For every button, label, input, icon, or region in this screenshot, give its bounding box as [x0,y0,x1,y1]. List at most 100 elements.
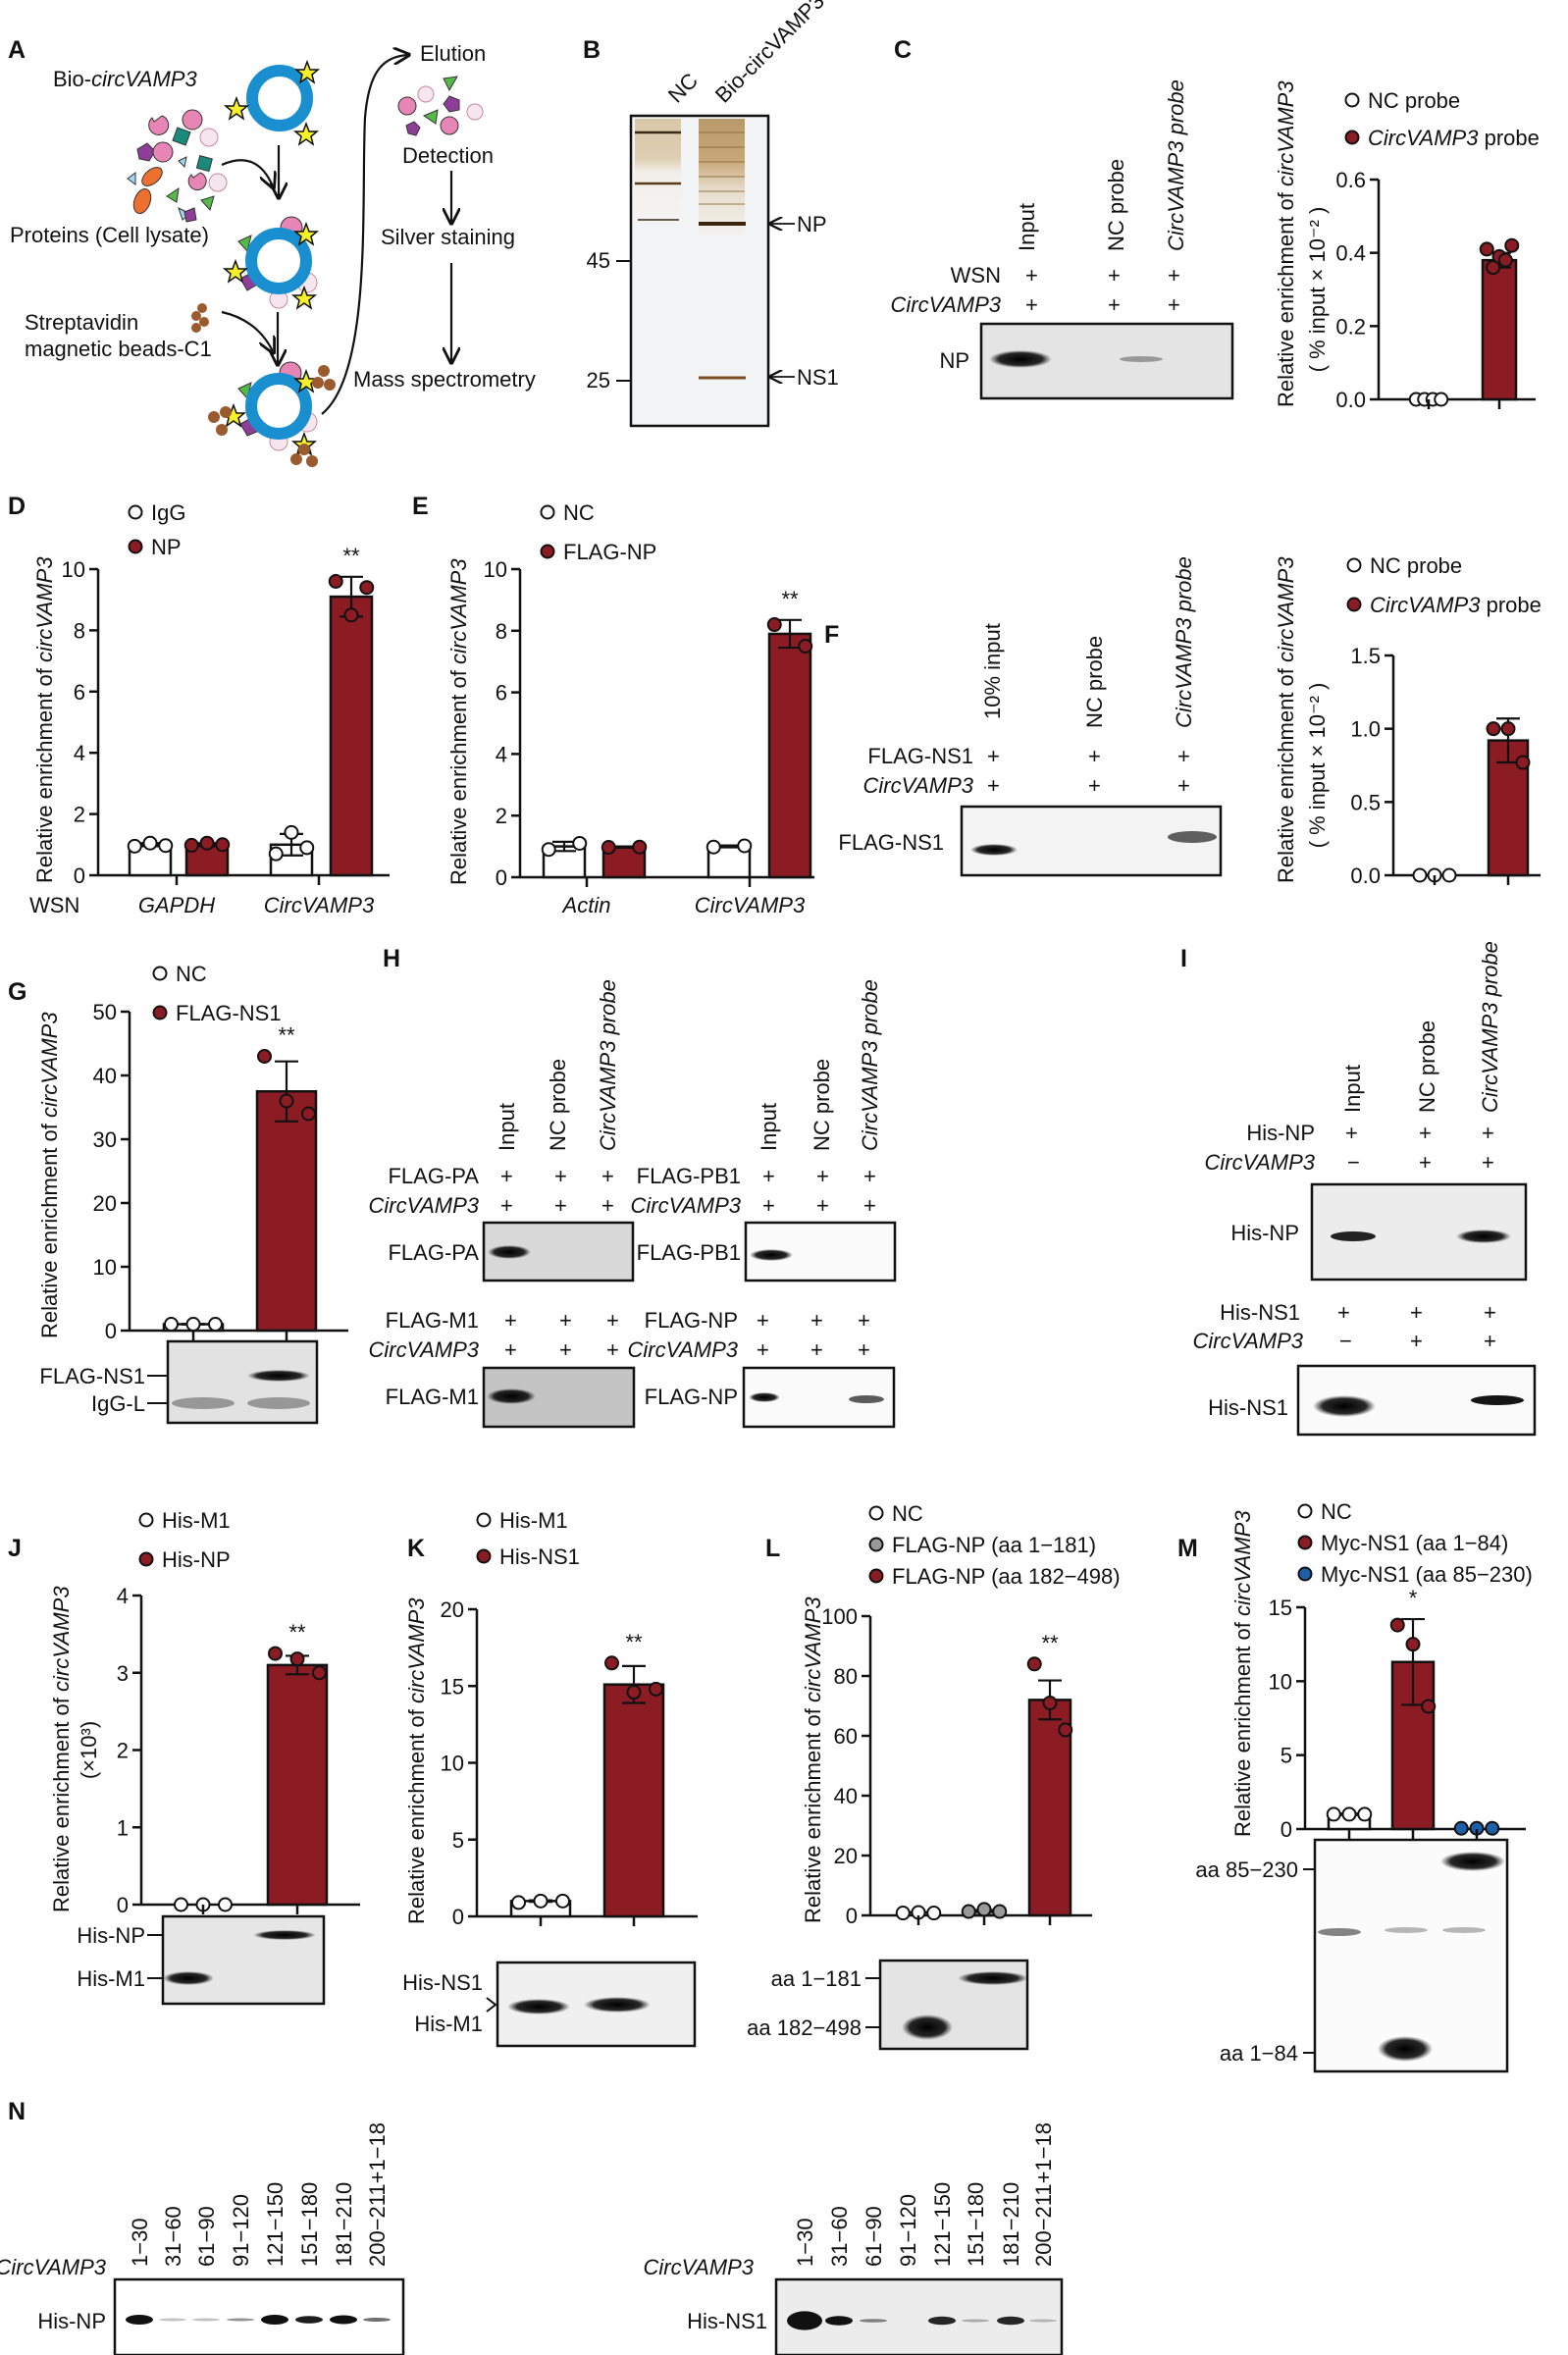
data-point [185,1317,201,1332]
sign: + [1168,263,1180,288]
lane-label: 91−120 [229,2194,253,2267]
legend-label: FLAG-NP (aa 182−498) [892,1564,1121,1589]
legend-label: CircVAMP3 probe [1368,126,1540,150]
blot-band [247,1397,310,1409]
data-point [257,1049,272,1064]
row-label: FLAG-NS1 [867,744,973,768]
y-tick-label: 0.0 [1335,388,1366,412]
lane-label: 10% input [980,623,1005,719]
panel-label-b: B [583,36,601,64]
circrna-ring-1 [223,59,321,146]
blot-label: FLAG-NS1 [838,830,944,855]
data-point [1326,1806,1341,1822]
gel-lane-nc [635,119,681,217]
sign: + [601,1193,614,1218]
y-axis-label-units: (×10³) [77,1721,101,1779]
panel-label-f: F [824,621,839,649]
sign: + [559,1308,572,1333]
data-point [766,617,782,633]
biotin-star-icon [223,95,250,121]
y-axis-label: Relative enrichment of circVAMP3 [1274,556,1298,883]
y-tick-label: 8 [496,619,507,644]
sign: + [1484,1300,1496,1325]
blot-band [253,1930,316,1940]
blot-band [1331,1231,1376,1241]
y-tick-label: 4 [496,742,507,766]
panel-k-blot: His-NS1 His-M1 [402,1961,697,2048]
row-label: FLAG-PA [388,1164,479,1188]
data-point [1389,1617,1405,1633]
step-mass-spectrometry: Mass spectrometry [353,367,536,392]
y-tick-label: 1.0 [1350,717,1381,742]
blot-flag-np: FLAG-NP CircVAMP3 + + + + + + FLAG-NP [628,1308,896,1429]
blot-band [261,2315,288,2325]
sign: + [606,1308,619,1333]
blot-band [970,844,1018,856]
blot-band [1378,2036,1433,2062]
data-point [328,573,343,589]
lane-label-nc: NC [663,68,703,107]
y-axis-label: Relative enrichment of circVAMP3 [32,556,57,883]
sign: + [1168,292,1180,317]
legend-marker [476,1512,492,1528]
row-label: CircVAMP3 [369,1337,480,1362]
panel-c-blot: C Input NC probe CircVAMP3 probe WSN Cir… [891,36,1234,400]
sign: + [1088,773,1101,798]
sign: + [863,1193,876,1218]
bar [602,1683,665,1918]
blot-label: FLAG-M1 [386,1385,479,1409]
legend-marker [128,539,143,554]
blot-his-ns1: His-NS1 CircVAMP3 + + + − + + His-NS1 [1193,1300,1537,1437]
significance-annotation: ** [781,587,799,611]
sign: − [1347,1150,1360,1175]
legend-label: NC [176,962,207,986]
western-blot [161,1914,326,2006]
bar [255,1090,318,1333]
data-point [299,840,315,856]
lane-label: CircVAMP3 probe [1478,941,1502,1113]
lane-label: 61−90 [862,2206,886,2267]
gel-lane-bio [699,119,745,236]
blot-band [787,2311,822,2330]
legend-marker [540,504,555,520]
lane-label: 61−90 [194,2206,219,2267]
sign: + [1484,1329,1496,1353]
lane-label-bio-circvamp3: Bio-circVAMP3 [710,0,829,108]
data-point [572,835,588,851]
data-point [208,1317,223,1332]
chart-m: M 0 5 10 15 Relative enrichment of circVAMP3 N… [1177,1499,1533,1842]
lane-label: 200−211+1−18 [1031,2122,1056,2267]
blot-label-np: NP [939,348,969,373]
blot-band [1442,1927,1486,1933]
data-point [1486,260,1501,276]
blot-his-np: His-NP CircVAMP3 + + + − + + His-NP [1205,1121,1528,1282]
lane-label: 1−30 [128,2218,152,2267]
biotin-star-icon [290,285,318,310]
chart-g: G 0 10 20 30 40 50 Relative enrichment of circV… [8,962,348,1343]
y-tick-label: 0.2 [1335,314,1366,339]
x-tick-label: Actin [561,893,611,917]
y-tick-label: 0.6 [1335,168,1366,192]
blot-label: IgG-L [91,1391,145,1416]
sign: + [987,773,1000,798]
blot-flag-pb1: FLAG-PB1 CircVAMP3 + + + + + + FLAG-PB1 [631,1164,897,1282]
blot-band [1168,831,1217,843]
sign: + [816,1164,829,1188]
panel-j-blot: His-NP His-M1 [77,1914,326,2006]
data-point [343,607,359,623]
data-point [142,835,158,851]
row-label: CircVAMP3 [369,1193,480,1218]
sign: + [987,744,1000,768]
data-point [1357,1806,1373,1822]
data-point [127,838,142,854]
blot-label: His-NP [37,2309,106,2333]
y-tick-label: 4 [117,1584,129,1608]
sign: + [601,1164,614,1188]
data-point [1058,1722,1073,1738]
data-point [1441,867,1457,883]
blot-band [749,1392,780,1402]
mw-marker-25: 25 [587,368,610,392]
sign: + [810,1337,823,1362]
